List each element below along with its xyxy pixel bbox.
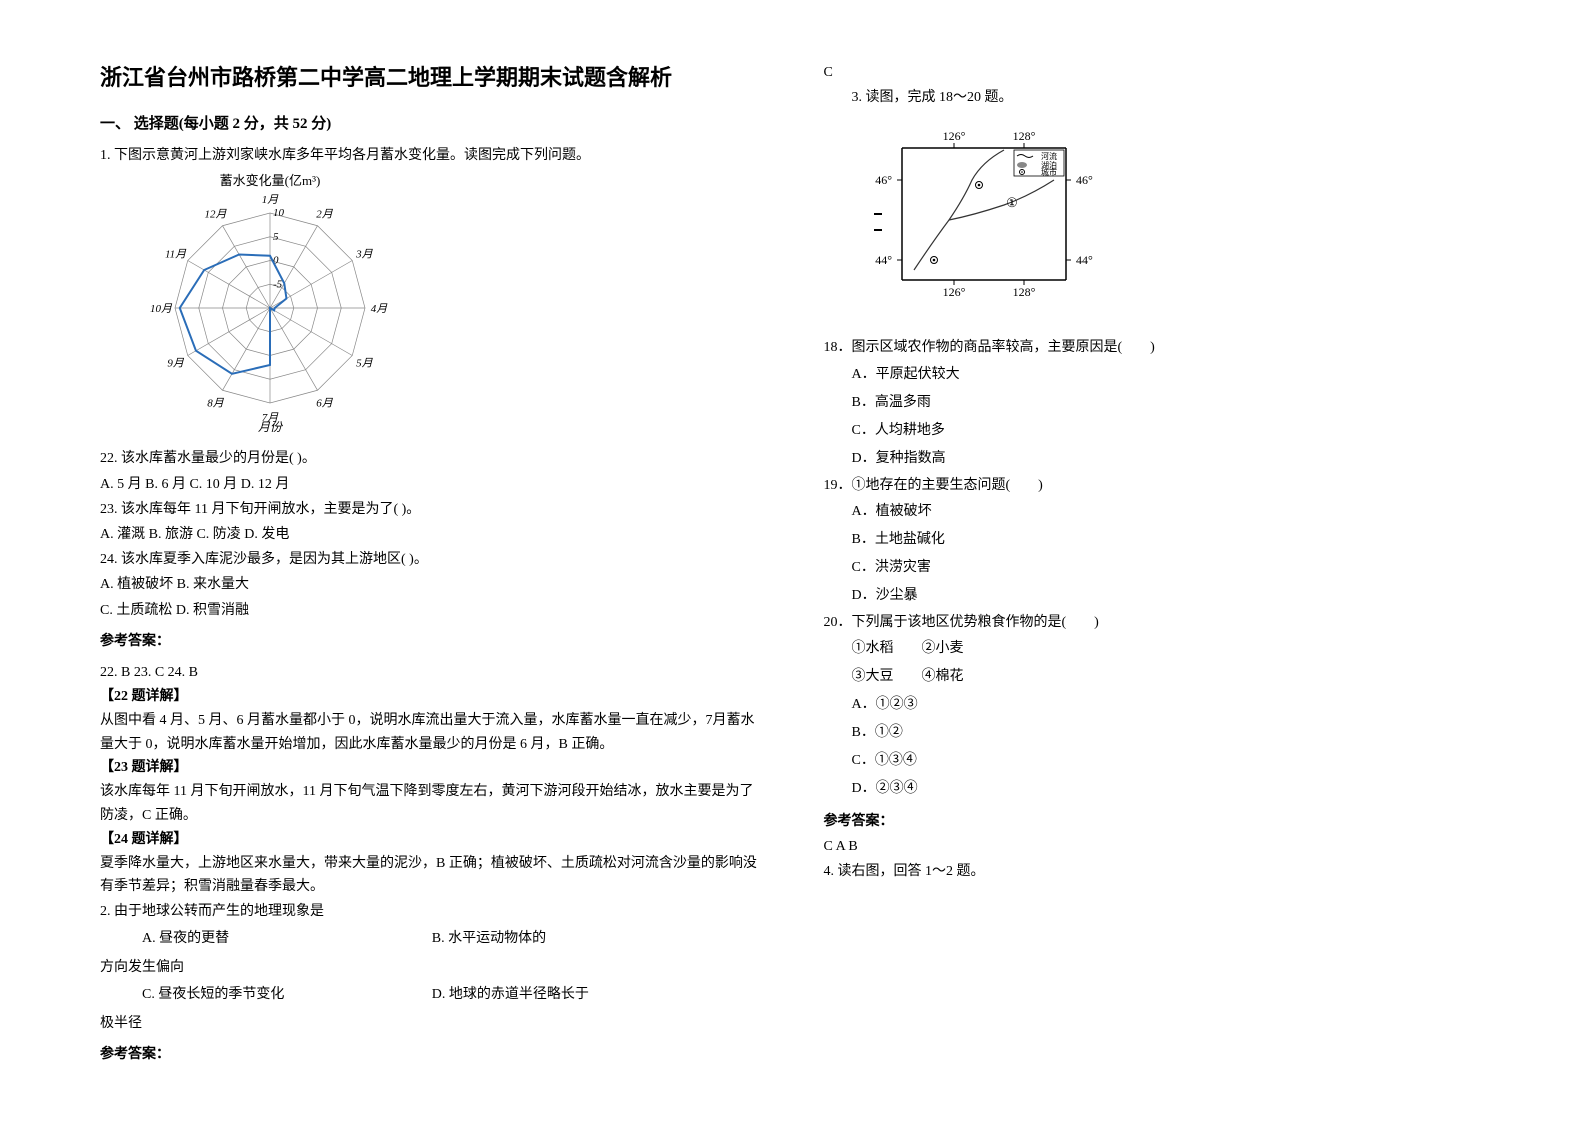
q1-intro: 1. 下图示意黄河上游刘家峡水库多年平均各月蓄水变化量。读图完成下列问题。 xyxy=(100,145,764,167)
right-column: C 3. 读图，完成 18～20 题。 126° 126° 128° 128° 46° 4… xyxy=(824,60,1488,1062)
svg-text:126°: 126° xyxy=(942,285,965,299)
svg-text:44°: 44° xyxy=(1076,253,1093,267)
q23-options: A. 灌溉 B. 旅游 C. 防凌 D. 发电 xyxy=(100,522,764,547)
q20-opt-a: A．①②③ xyxy=(824,691,1488,719)
svg-text:2月: 2月 xyxy=(316,209,334,221)
q18-opt-d: D．复种指数高 xyxy=(824,445,1488,473)
answer-2: C xyxy=(824,60,1488,85)
svg-text:46°: 46° xyxy=(1076,173,1093,187)
q18: 18．图示区域农作物的商品率较高，主要原因是( ) xyxy=(824,335,1488,360)
q19: 19．①地存在的主要生态问题( ) xyxy=(824,473,1488,498)
section-heading: 一、 选择题(每小题 2 分，共 52 分) xyxy=(100,112,764,133)
answer-1: 22. B 23. C 24. B xyxy=(100,660,764,685)
svg-text:6月: 6月 xyxy=(316,398,334,410)
q18-opt-c: C．人均耕地多 xyxy=(824,417,1488,445)
q20-items-1: ①水稻 ②小麦 xyxy=(824,635,1488,663)
svg-text:46°: 46° xyxy=(875,173,892,187)
svg-text:8月: 8月 xyxy=(207,398,225,410)
map-figure: 126°126°128°128°46°46°44°44°①河流湖泊城市 xyxy=(854,120,1488,325)
expl23-text: 该水库每年 11 月下旬开闸放水，11 月下旬气温下降到零度左右，黄河下游河段开… xyxy=(100,780,764,828)
svg-text:4月: 4月 xyxy=(371,303,389,315)
q18-opt-b: B．高温多雨 xyxy=(824,389,1488,417)
q2-opt-d-cont: 极半径 xyxy=(100,1011,764,1036)
q2-opt-c: C. 昼夜长短的季节变化 xyxy=(100,980,432,1011)
q19-opt-c: C．洪涝灾害 xyxy=(824,554,1488,582)
q2-opt-b-cont: 方向发生偏向 xyxy=(100,955,764,980)
svg-text:9月: 9月 xyxy=(167,358,185,370)
q18-opt-a: A．平原起伏较大 xyxy=(824,361,1488,389)
svg-text:3月: 3月 xyxy=(355,249,374,261)
expl24-text: 夏季降水量大，上游地区来水量大，带来大量的泥沙，B 正确；植被破坏、土质疏松对河… xyxy=(100,852,764,900)
page-title: 浙江省台州市路桥第二中学高二地理上学期期末试题含解析 xyxy=(100,60,764,92)
answer-3: C A B xyxy=(824,834,1488,859)
q19-opt-d: D．沙尘暴 xyxy=(824,582,1488,610)
q2-opt-a: A. 昼夜的更替 xyxy=(100,924,432,955)
svg-text:5: 5 xyxy=(273,231,279,243)
answer-heading-2: 参考答案： xyxy=(100,1042,764,1067)
q20-opt-d: D．②③④ xyxy=(824,775,1488,803)
svg-text:44°: 44° xyxy=(875,253,892,267)
q2-opt-b: B. 水平运动物体的 xyxy=(432,924,764,955)
svg-text:蓄水变化量(亿m³): 蓄水变化量(亿m³) xyxy=(220,173,321,188)
q24-options-1: A. 植被破坏 B. 来水量大 xyxy=(100,572,764,597)
q19-opt-b: B．土地盐碱化 xyxy=(824,526,1488,554)
q20-opt-c: C．①③④ xyxy=(824,747,1488,775)
q20-items-2: ③大豆 ④棉花 xyxy=(824,663,1488,691)
q20-opt-b: B．①② xyxy=(824,719,1488,747)
left-column: 浙江省台州市路桥第二中学高二地理上学期期末试题含解析 一、 选择题(每小题 2 … xyxy=(100,60,764,1062)
svg-text:1月: 1月 xyxy=(262,194,280,206)
expl23-heading: 【23 题详解】 xyxy=(100,756,764,780)
q2: 2. 由于地球公转而产生的地理现象是 xyxy=(100,899,764,924)
svg-text:城市: 城市 xyxy=(1041,167,1057,177)
q19-opt-a: A．植被破坏 xyxy=(824,498,1488,526)
q22: 22. 该水库蓄水量最少的月份是( )。 xyxy=(100,446,764,471)
q22-options: A. 5 月 B. 6 月 C. 10 月 D. 12 月 xyxy=(100,472,764,497)
svg-text:10: 10 xyxy=(273,207,285,219)
svg-text:5月: 5月 xyxy=(356,358,374,370)
svg-text:10月: 10月 xyxy=(150,303,173,315)
radar-chart: 蓄水变化量(亿m³)1月2月3月4月5月6月7月8月9月10月11月12月105… xyxy=(140,173,764,438)
q3-intro: 3. 读图，完成 18～20 题。 xyxy=(824,85,1488,110)
q24: 24. 该水库夏季入库泥沙最多，是因为其上游地区( )。 xyxy=(100,547,764,572)
svg-text:12月: 12月 xyxy=(205,209,228,221)
svg-text:126°: 126° xyxy=(942,129,965,143)
expl22-text: 从图中看 4 月、5 月、6 月蓄水量都小于 0，说明水库流出量大于流入量，水库… xyxy=(100,709,764,757)
q24-options-2: C. 土质疏松 D. 积雪消融 xyxy=(100,598,764,623)
svg-text:①: ① xyxy=(1006,195,1018,210)
q23: 23. 该水库每年 11 月下旬开闸放水，主要是为了( )。 xyxy=(100,497,764,522)
svg-text:128°: 128° xyxy=(1012,285,1035,299)
svg-text:-5: -5 xyxy=(273,279,283,291)
q20: 20．下列属于该地区优势粮食作物的是( ) xyxy=(824,610,1488,635)
answer-heading-1: 参考答案： xyxy=(100,629,764,654)
q2-opt-d: D. 地球的赤道半径略长于 xyxy=(432,980,764,1011)
expl24-heading: 【24 题详解】 xyxy=(100,828,764,852)
svg-text:128°: 128° xyxy=(1012,129,1035,143)
q4: 4. 读右图，回答 1～2 题。 xyxy=(824,859,1488,884)
svg-text:河流: 河流 xyxy=(1041,151,1057,161)
expl22-heading: 【22 题详解】 xyxy=(100,685,764,709)
answer-heading-3: 参考答案： xyxy=(824,809,1488,834)
svg-text:11月: 11月 xyxy=(165,249,187,261)
svg-text:月份: 月份 xyxy=(258,420,284,433)
